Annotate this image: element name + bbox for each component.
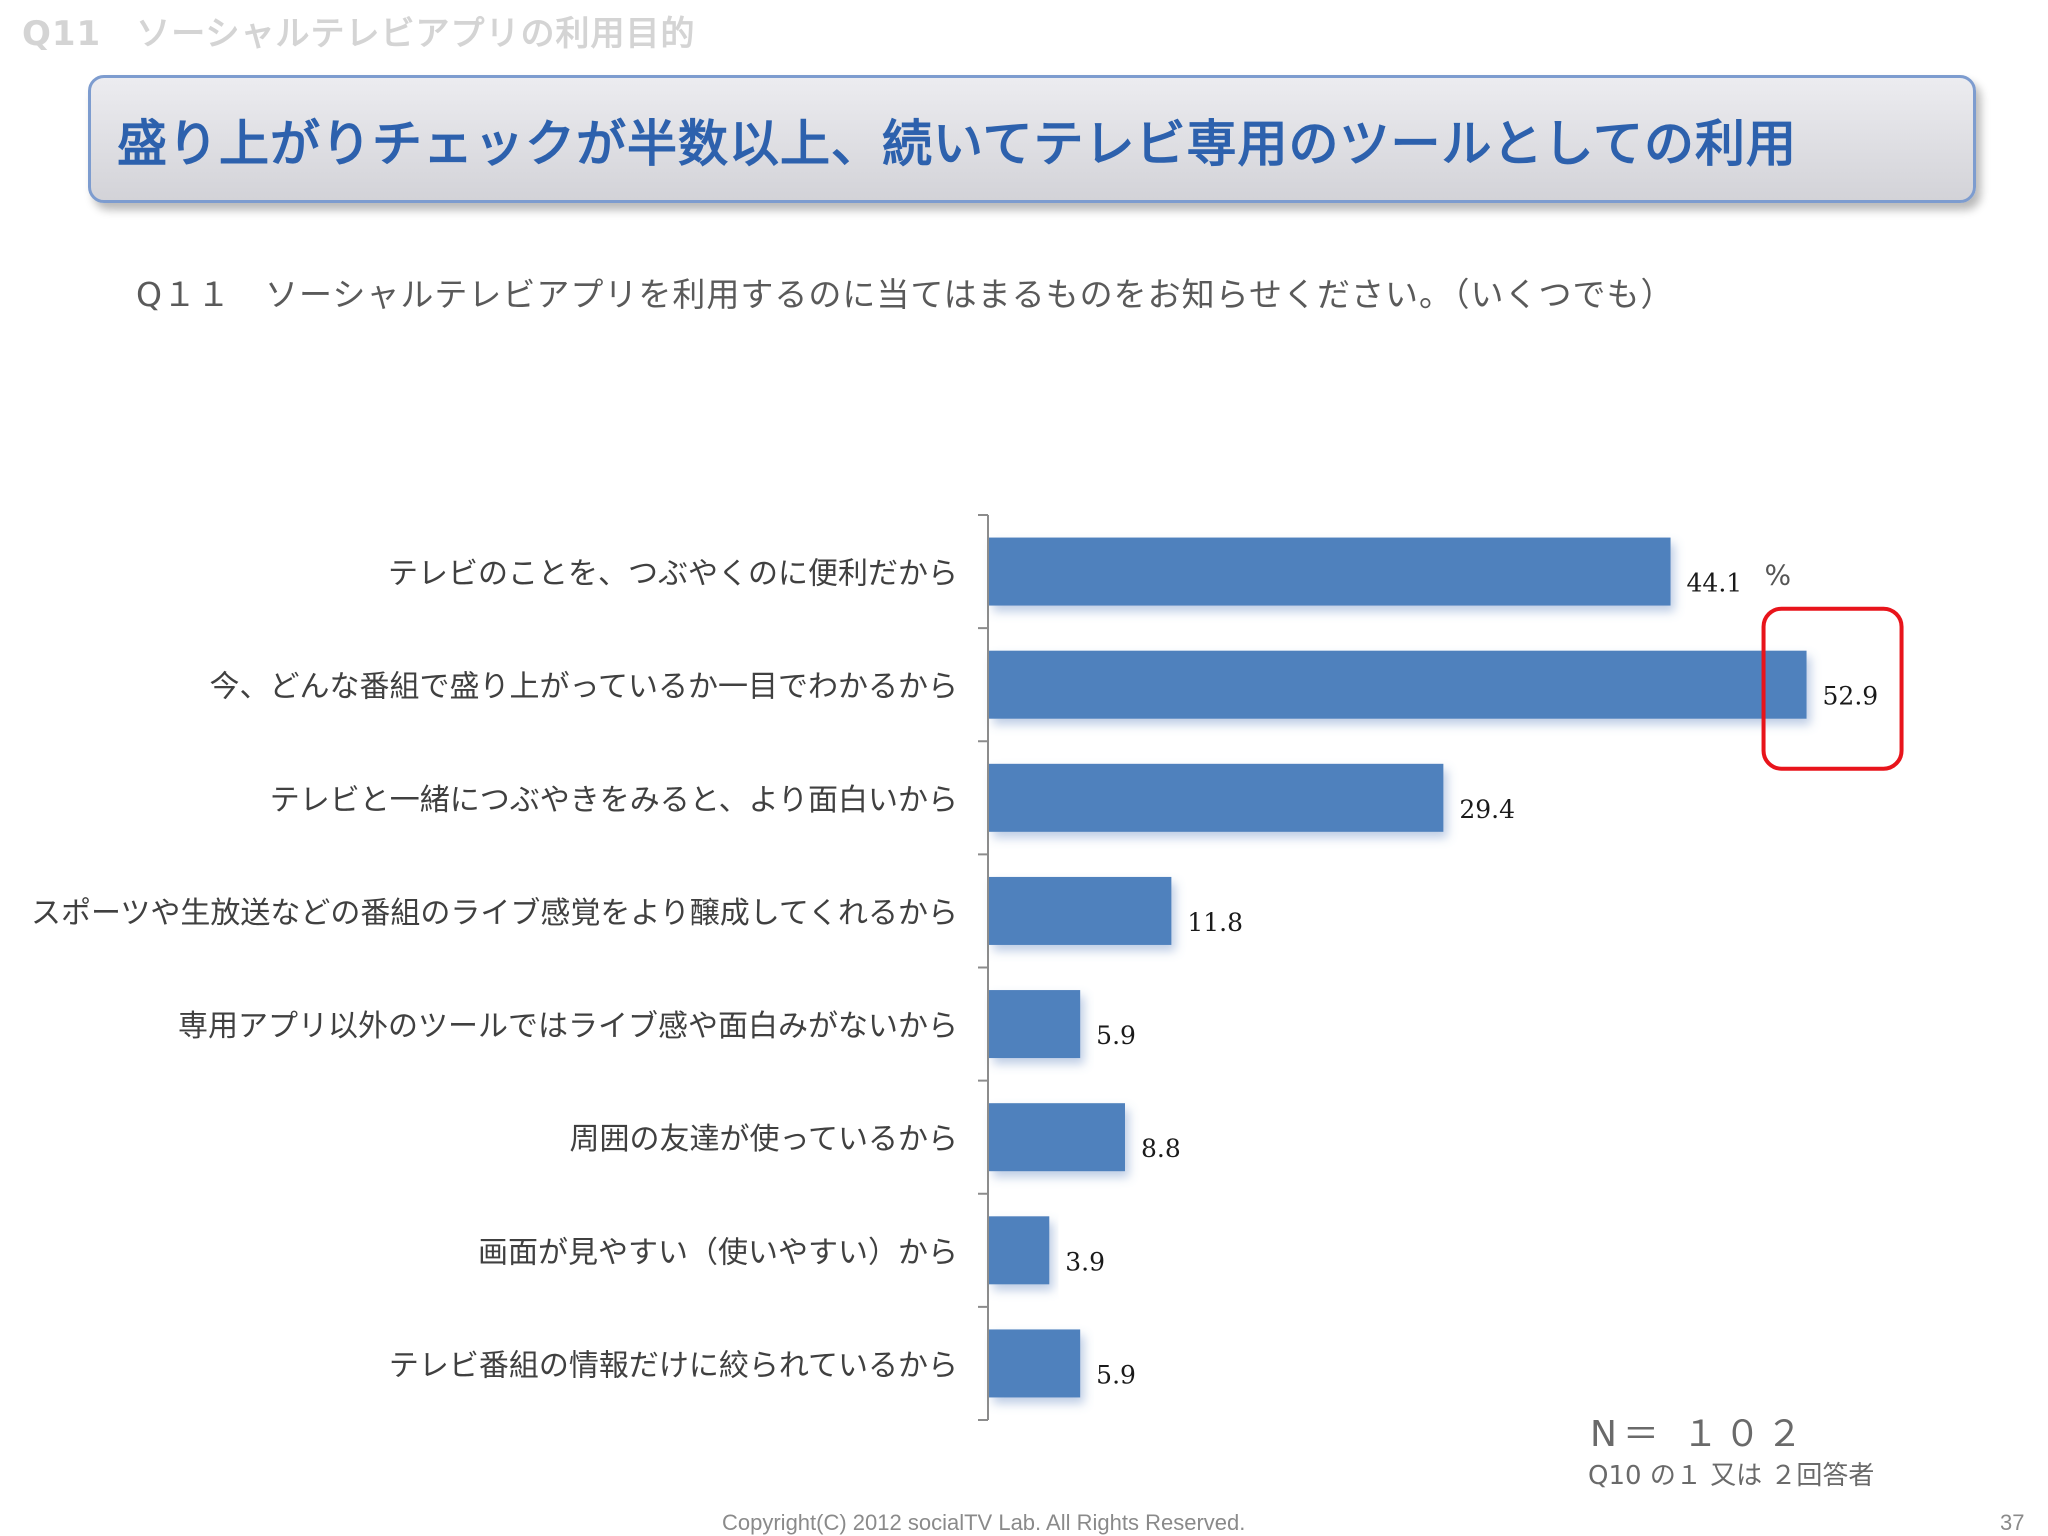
category-label: テレビのことを、つぶやくのに便利だから <box>388 557 958 592</box>
sample-size: N＝ １０２ <box>1590 1414 1809 1455</box>
category-label: 画面が見やすい（使いやすい）から <box>478 1235 958 1270</box>
bar <box>989 1329 1081 1398</box>
bar <box>989 990 1081 1059</box>
value-label: 5.9 <box>1096 1021 1136 1050</box>
category-label: テレビ番組の情報だけに絞られているから <box>389 1348 958 1383</box>
bar <box>989 876 1172 945</box>
copyright: Copyright(C) 2012 socialTV Lab. All Righ… <box>722 1510 1246 1535</box>
category-label: 専用アプリ以外のツールではライブ感や面白みがないから <box>178 1009 958 1044</box>
category-label: スポーツや生放送などの番組のライブ感覚をより醸成してくれるから <box>31 896 958 931</box>
highlight-box <box>1761 606 1904 771</box>
value-label: 11.8 <box>1187 908 1243 937</box>
bar <box>989 1103 1125 1172</box>
category-label: テレビと一緒につぶやきをみると、より面白いから <box>270 783 958 818</box>
bar <box>989 537 1671 606</box>
bar <box>989 763 1444 832</box>
bar <box>989 650 1807 719</box>
value-label: 52.9 <box>1823 682 1879 711</box>
bar <box>989 1216 1050 1285</box>
category-label: 周囲の友達が使っているから <box>570 1122 959 1157</box>
value-label: 44.1 <box>1687 569 1743 598</box>
value-label: 5.9 <box>1096 1360 1136 1389</box>
page-number: 37 <box>2000 1510 2025 1535</box>
value-label: 8.8 <box>1141 1134 1181 1163</box>
category-label: 今、どんな番組で盛り上がっているか一目でわかるから <box>210 670 959 705</box>
sample-note: Q10 の１ 又は ２回答者 <box>1588 1461 1875 1491</box>
section-label: Q11 ソーシャルテレビアプリの利用目的 <box>22 14 696 54</box>
headline-title: 盛り上がりチェックが半数以上、続いてテレビ専用のツールとしての利用 <box>117 115 1797 173</box>
value-label: 29.4 <box>1459 795 1515 824</box>
question-text: Q１１ ソーシャルテレビアプリを利用するのに当てはまるものをお知らせください。（… <box>136 275 1675 314</box>
value-label: 3.9 <box>1065 1247 1105 1276</box>
unit-label: % <box>1765 559 1792 592</box>
headline-banner: 盛り上がりチェックが半数以上、続いてテレビ専用のツールとしての利用 <box>88 75 1976 203</box>
